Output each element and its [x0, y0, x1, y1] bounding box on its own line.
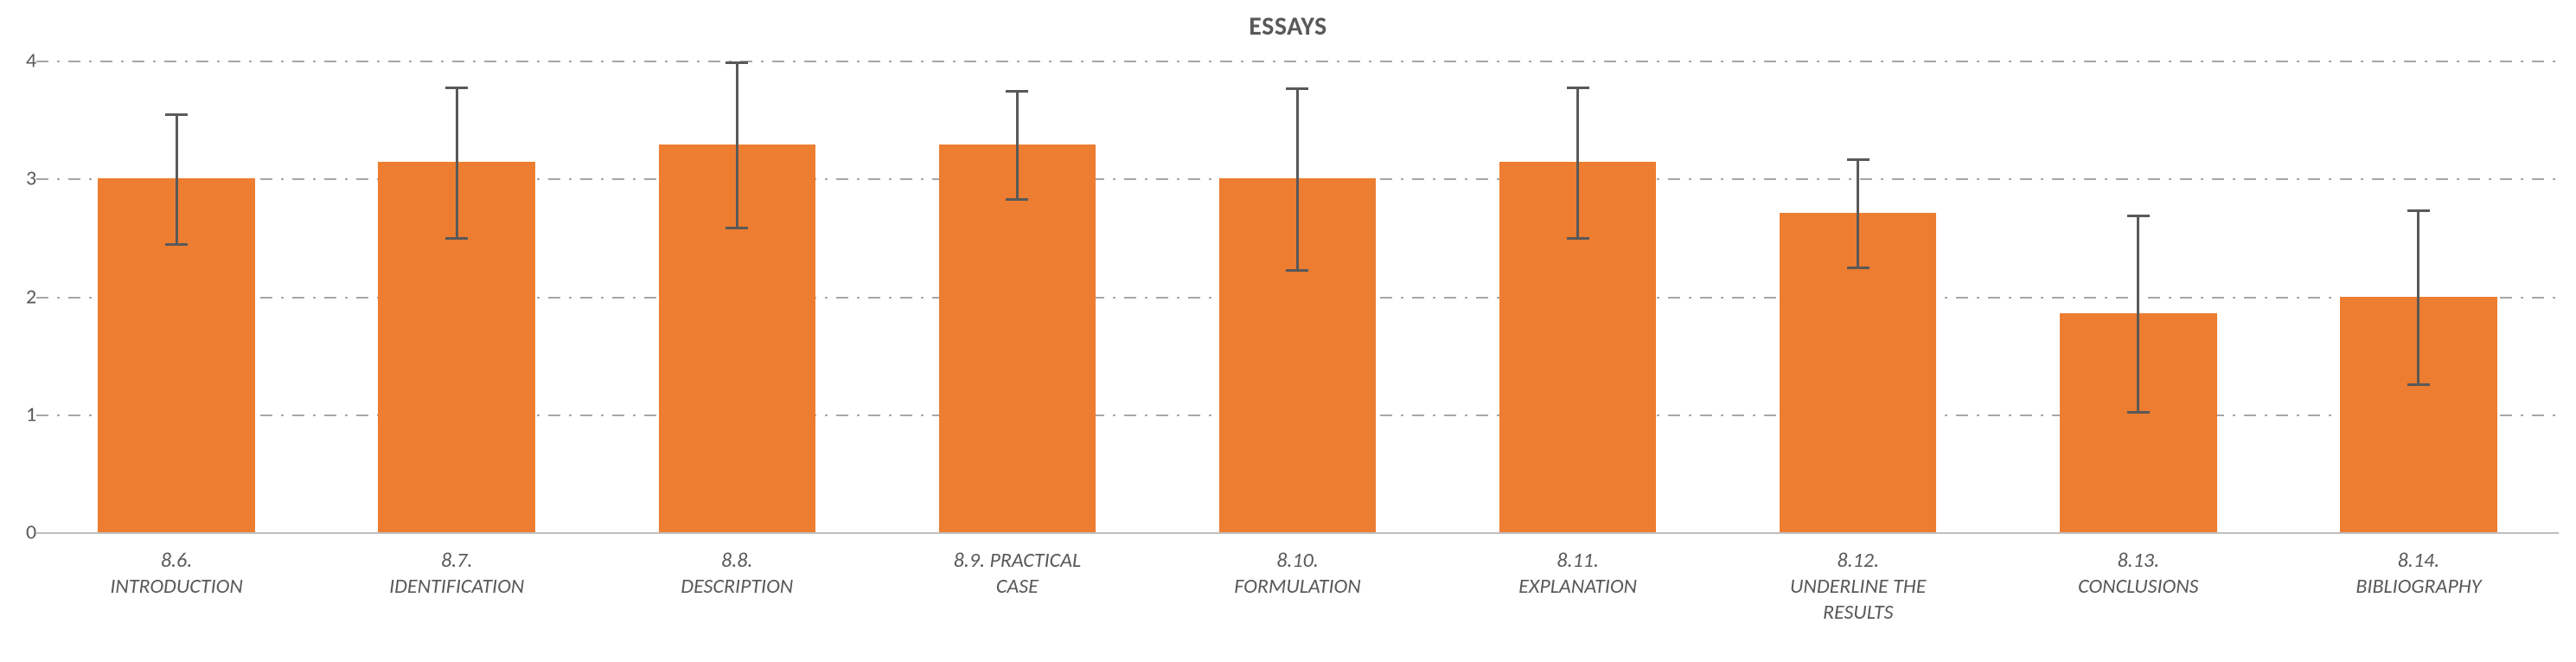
x-label-line: CONCLUSIONS: [2002, 574, 2275, 600]
x-label-line: BIBLIOGRAPHY: [2282, 574, 2555, 600]
chart-container: ESSAYS012348.6.INTRODUCTION8.7.IDENTIFIC…: [0, 0, 2576, 662]
x-label: 8.12.UNDERLINE THERESULTS: [1718, 548, 1998, 626]
y-tick-label: 1: [26, 402, 36, 427]
x-label-line: FORMULATION: [1160, 574, 1434, 600]
x-label-line: EXPLANATION: [1441, 574, 1715, 600]
bar-slot: [316, 61, 597, 532]
x-label-line: 8.14.: [2282, 548, 2555, 574]
bar-slot: [877, 61, 1157, 532]
plot-area: 01234: [36, 61, 2559, 532]
y-tick-label: 0: [26, 520, 36, 545]
baseline: [36, 532, 2559, 534]
y-tick-label: 4: [26, 48, 36, 74]
x-label-line: CASE: [880, 574, 1154, 600]
chart-title: ESSAYS: [0, 10, 2576, 42]
x-label: 8.11.EXPLANATION: [1438, 548, 1718, 626]
x-label-line: 8.6.: [40, 548, 313, 574]
x-label-line: 8.11.: [1441, 548, 1715, 574]
x-label: 8.10.FORMULATION: [1157, 548, 1437, 626]
bar-slot: [1718, 61, 1998, 532]
bar-slot: [2279, 61, 2559, 532]
bar-slot: [597, 61, 877, 532]
x-label-line: 8.12.: [1722, 548, 1995, 574]
bars-layer: [36, 61, 2559, 532]
x-label-line: 8.7.: [320, 548, 593, 574]
x-label-line: RESULTS: [1722, 600, 1995, 626]
bar-slot: [36, 61, 316, 532]
x-label-line: DESCRIPTION: [600, 574, 873, 600]
bar-slot: [1157, 61, 1437, 532]
x-label-line: IDENTIFICATION: [320, 574, 593, 600]
x-label: 8.13.CONCLUSIONS: [1998, 548, 2279, 626]
bar-slot: [1438, 61, 1718, 532]
x-label: 8.8.DESCRIPTION: [597, 548, 877, 626]
x-labels-row: 8.6.INTRODUCTION8.7.IDENTIFICATION8.8.DE…: [36, 548, 2559, 626]
x-label: 8.9. PRACTICALCASE: [877, 548, 1157, 626]
bar-slot: [1998, 61, 2279, 532]
x-label-line: 8.10.: [1160, 548, 1434, 574]
x-label-line: 8.9. PRACTICAL: [880, 548, 1154, 574]
x-label-line: INTRODUCTION: [40, 574, 313, 600]
x-label: 8.14.BIBLIOGRAPHY: [2279, 548, 2559, 626]
y-tick-label: 3: [26, 166, 36, 191]
x-label-line: UNDERLINE THE: [1722, 574, 1995, 600]
x-label: 8.6.INTRODUCTION: [36, 548, 316, 626]
bar: [939, 145, 1096, 532]
x-label-line: 8.13.: [2002, 548, 2275, 574]
x-label-line: 8.8.: [600, 548, 873, 574]
y-tick-label: 2: [26, 284, 36, 309]
x-label: 8.7.IDENTIFICATION: [316, 548, 597, 626]
